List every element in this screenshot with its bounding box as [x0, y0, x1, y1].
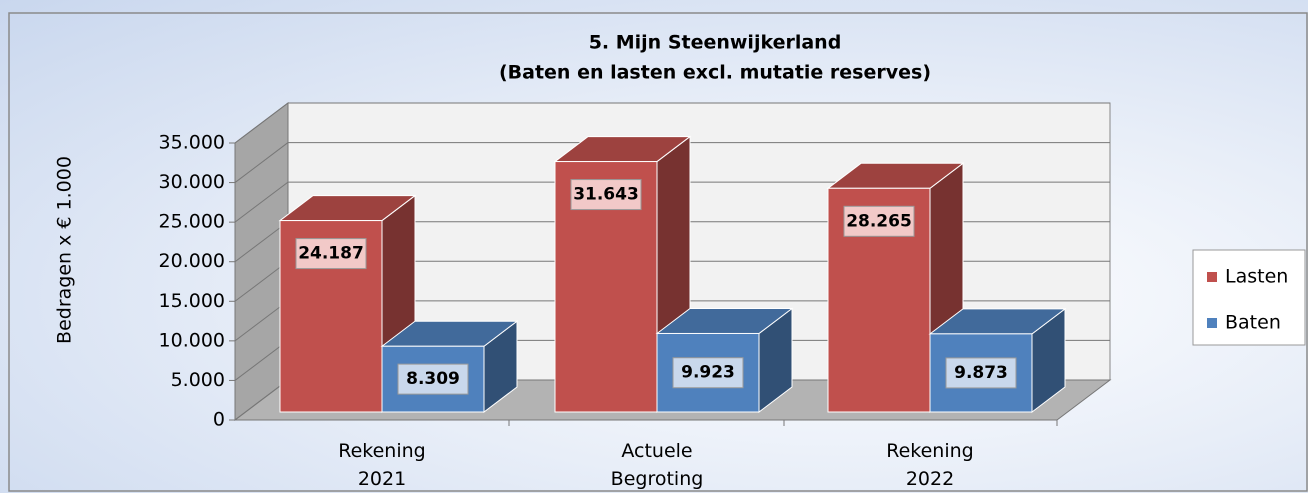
value-label-box — [672, 357, 744, 389]
frame — [8, 12, 1308, 492]
grid-line — [234, 260, 289, 302]
grid-line — [234, 102, 289, 144]
y-tick-label: 15.000 — [159, 290, 225, 312]
chart-title: 5. Mijn Steenwijkerland — [589, 32, 842, 54]
y-tick-label: 10.000 — [159, 329, 225, 351]
value-label-box — [843, 205, 915, 237]
y-tick-label: 0 — [213, 409, 225, 431]
value-label: 24.187 — [298, 244, 364, 264]
y-tick-label: 30.000 — [159, 171, 225, 193]
y-tick-label: 20.000 — [159, 250, 225, 272]
grid-line — [234, 142, 289, 183]
y-axis-label: Bedragen x € 1.000 — [54, 156, 76, 344]
x-tick-label: Actuele Begroting — [610, 440, 704, 490]
grid-line — [234, 181, 289, 223]
y-tick-label: 5.000 — [171, 369, 225, 391]
x-tick-label: Rekening 2021 — [338, 440, 426, 490]
y-tick-label: 25.000 — [159, 211, 225, 233]
legend-swatch — [1207, 318, 1217, 328]
legend-swatch — [1207, 272, 1217, 282]
value-label: 9.923 — [681, 363, 735, 383]
value-label: 28.265 — [846, 211, 912, 231]
legend-box — [1192, 249, 1306, 346]
chart-subtitle: (Baten en lasten excl. mutatie reserves) — [499, 62, 931, 84]
value-label-box — [295, 238, 367, 270]
grid-line — [234, 340, 289, 381]
legend-label: Baten — [1225, 312, 1281, 334]
y-tick-label: 35.000 — [159, 132, 225, 154]
grid-line — [234, 221, 289, 263]
grid-line — [234, 300, 289, 342]
value-label-box — [945, 357, 1017, 389]
value-label-box — [397, 363, 469, 395]
grid-line — [234, 379, 289, 421]
legend-label: Lasten — [1225, 266, 1288, 288]
value-label: 31.643 — [573, 185, 639, 205]
value-label: 9.873 — [954, 363, 1008, 383]
x-tick-label: Rekening 2022 — [886, 440, 974, 490]
value-label-box — [570, 179, 642, 211]
value-label: 8.309 — [406, 369, 460, 389]
